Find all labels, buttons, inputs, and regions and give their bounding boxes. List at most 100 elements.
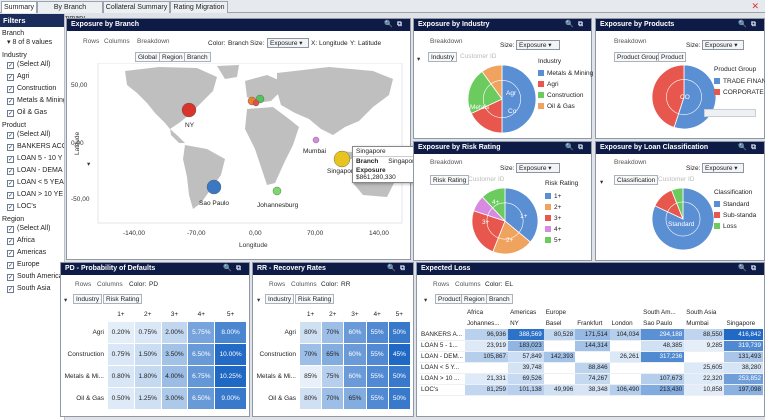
close-icon[interactable]: ✕: [751, 1, 759, 11]
tab-rating-migration[interactable]: Rating Migration: [170, 1, 228, 13]
zoom-icon[interactable]: 🔍⧉: [738, 144, 760, 151]
branch-bubble[interactable]: [272, 186, 282, 196]
heat-cell[interactable]: 2.00%: [160, 320, 189, 344]
branch-bubble[interactable]: [206, 179, 222, 195]
el-cell[interactable]: 101,138: [508, 384, 544, 396]
checkbox[interactable]: ✓: [7, 204, 14, 211]
heat-cell[interactable]: 80%: [298, 386, 323, 410]
heat-cell[interactable]: 3.50%: [160, 342, 189, 366]
heat-cell[interactable]: 5.75%: [187, 320, 216, 344]
heat-cell[interactable]: 0.50%: [107, 386, 135, 410]
chip-risk-rating[interactable]: Risk Rating: [295, 294, 335, 304]
size-select[interactable]: Exposure ▾: [516, 163, 560, 173]
el-cell[interactable]: 213,430: [641, 384, 685, 396]
collapse-icon[interactable]: ▾: [424, 297, 428, 304]
product-filter-item[interactable]: ✓ LOAN < 5 YEA: [0, 177, 64, 189]
heat-cell[interactable]: 6.50%: [187, 386, 216, 410]
heat-cell[interactable]: 50%: [387, 386, 412, 410]
chip-industry[interactable]: Industry: [428, 52, 458, 62]
el-cell[interactable]: 197,098: [724, 384, 763, 396]
checkbox[interactable]: ✓: [7, 132, 14, 139]
el-cell[interactable]: 416,842: [724, 329, 763, 341]
el-cell[interactable]: 10,858: [684, 384, 725, 396]
el-cell[interactable]: [641, 362, 685, 374]
checkbox[interactable]: ✓: [7, 62, 14, 69]
heat-cell[interactable]: 1.25%: [133, 386, 162, 410]
el-cell[interactable]: 25,605: [684, 362, 725, 374]
industry-filter-item[interactable]: ✓ Agri: [0, 71, 64, 83]
product-filter-item[interactable]: ✓ LOC's: [0, 201, 64, 213]
heat-cell[interactable]: 45%: [387, 342, 412, 366]
checkbox[interactable]: ✓: [7, 86, 14, 93]
zoom-icon[interactable]: 🔍⧉: [384, 21, 406, 28]
checkbox[interactable]: ✓: [7, 274, 14, 281]
size-select[interactable]: Exposure ▾: [516, 40, 560, 50]
el-cell[interactable]: 319,739: [724, 340, 763, 352]
heat-cell[interactable]: 10.00%: [214, 342, 247, 366]
pie-slice[interactable]: [651, 187, 715, 251]
heat-cell[interactable]: 4.00%: [160, 364, 189, 388]
el-cell[interactable]: 171,514: [575, 329, 610, 341]
heat-cell[interactable]: 70%: [321, 320, 345, 344]
el-cell[interactable]: 253,852: [724, 373, 763, 385]
heat-cell[interactable]: 0.80%: [107, 364, 135, 388]
el-cell[interactable]: 9,285: [684, 340, 725, 352]
branch-bubble[interactable]: [333, 150, 351, 168]
region-filter-item[interactable]: ✓ (Select All): [0, 223, 64, 235]
el-cell[interactable]: 39,748: [508, 362, 544, 374]
el-cell[interactable]: 144,314: [575, 340, 610, 352]
el-cell[interactable]: 74,267: [575, 373, 610, 385]
heat-cell[interactable]: 60%: [343, 320, 367, 344]
checkbox[interactable]: ✓: [7, 74, 14, 81]
el-cell[interactable]: 38,348: [575, 384, 610, 396]
heat-cell[interactable]: 50%: [387, 364, 412, 388]
zoom-icon[interactable]: 🔍⧉: [565, 144, 587, 151]
heat-cell[interactable]: 55%: [365, 386, 389, 410]
product-filter-item[interactable]: ✓ LOAN - DEMA: [0, 165, 64, 177]
heat-cell[interactable]: 65%: [321, 342, 345, 366]
checkbox[interactable]: ✓: [7, 238, 14, 245]
el-cell[interactable]: 388,569: [508, 329, 544, 341]
checkbox[interactable]: ✓: [7, 168, 14, 175]
heat-cell[interactable]: 0.75%: [107, 342, 135, 366]
el-cell[interactable]: [609, 362, 642, 374]
size-select[interactable]: Exposure ▾: [702, 40, 744, 50]
chip-product[interactable]: Product: [658, 52, 687, 62]
industry-filter-item[interactable]: ✓ Construction: [0, 83, 64, 95]
checkbox[interactable]: ✓: [7, 262, 14, 269]
zoom-icon[interactable]: 🔍⧉: [738, 21, 760, 28]
heat-cell[interactable]: 1.80%: [133, 364, 162, 388]
el-cell[interactable]: [609, 340, 642, 352]
el-cell[interactable]: 142,393: [543, 351, 576, 363]
collapse-icon[interactable]: ▾: [600, 179, 604, 186]
chip-risk-rating[interactable]: Risk Rating: [103, 294, 143, 304]
heat-cell[interactable]: 10.25%: [214, 364, 247, 388]
heat-cell[interactable]: 60%: [343, 342, 367, 366]
heat-cell[interactable]: 55%: [365, 364, 389, 388]
el-cell[interactable]: 21,331: [464, 373, 509, 385]
tab-collateral-summary[interactable]: Collateral Summary: [103, 1, 170, 13]
branch-bubble[interactable]: [312, 136, 320, 144]
chip-industry[interactable]: Industry: [265, 294, 295, 304]
region-filter-item[interactable]: ✓ Europe: [0, 259, 64, 271]
el-cell[interactable]: 106,490: [609, 384, 642, 396]
el-cell[interactable]: 107,673: [641, 373, 685, 385]
el-cell[interactable]: 57,849: [508, 351, 544, 363]
chip-product-group[interactable]: Product Group: [614, 52, 663, 62]
el-cell[interactable]: [575, 351, 610, 363]
heat-cell[interactable]: 75%: [321, 364, 345, 388]
el-cell[interactable]: 69,526: [508, 373, 544, 385]
heat-cell[interactable]: 55%: [365, 320, 389, 344]
product-filter-item[interactable]: ✓ BANKERS ACC: [0, 141, 64, 153]
region-filter-item[interactable]: ✓ South America: [0, 271, 64, 283]
heat-cell[interactable]: 85%: [298, 364, 323, 388]
legend-scrollbar[interactable]: [704, 109, 756, 117]
heat-cell[interactable]: 70%: [298, 342, 323, 366]
chip-region[interactable]: Region: [159, 52, 186, 62]
heat-cell[interactable]: 65%: [343, 386, 367, 410]
checkbox[interactable]: ✓: [7, 192, 14, 199]
heat-cell[interactable]: 50%: [387, 320, 412, 344]
chip-industry[interactable]: Industry: [73, 294, 103, 304]
pie-slice[interactable]: [651, 64, 685, 128]
pie-slice[interactable]: [671, 187, 684, 220]
